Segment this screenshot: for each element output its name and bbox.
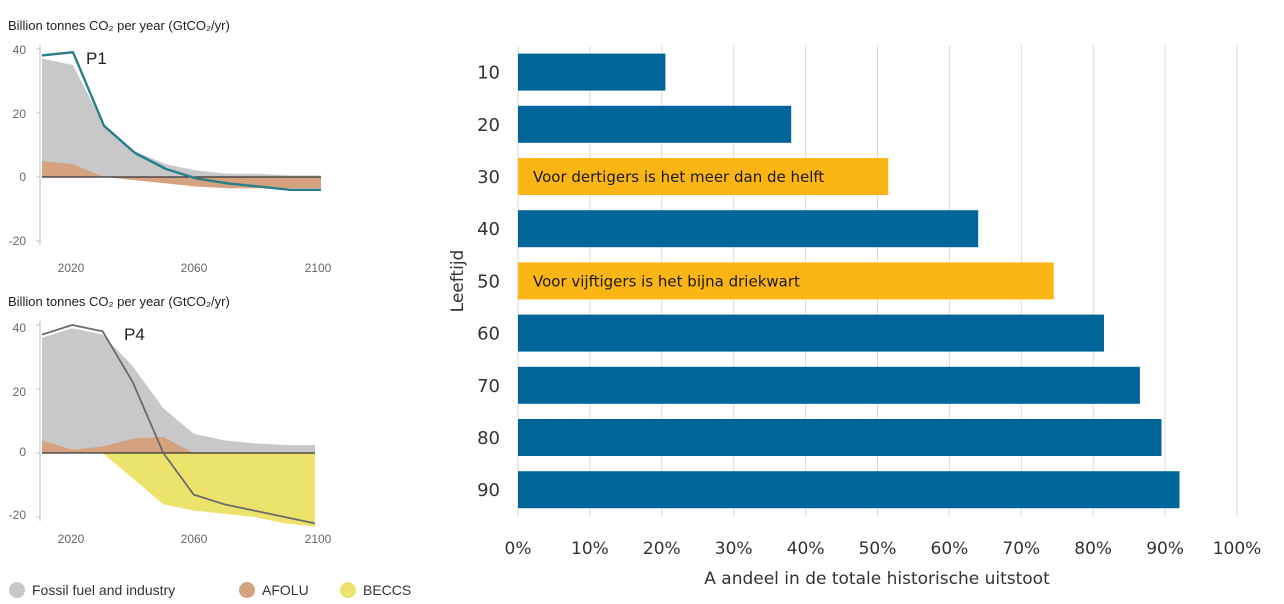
legend-label-afolu: AFOLU xyxy=(262,582,309,598)
p4-net-emissions-line xyxy=(41,324,316,525)
p1-ytick-0: 0 xyxy=(19,170,26,184)
bar-age-60 xyxy=(518,314,1104,352)
p1-ytick-40: 40 xyxy=(13,43,27,57)
p4-fossil-area xyxy=(42,328,315,453)
bar-age-10 xyxy=(518,53,666,91)
p4-area-chart: Billion tonnes CO₂ per year (GtCO₂/yr) P… xyxy=(8,294,332,546)
p1-xtick-2100: 2100 xyxy=(305,261,332,275)
p1-net-line-path xyxy=(41,51,321,191)
x-tick-label: 100% xyxy=(1213,539,1262,559)
category-label-50: 50 xyxy=(477,271,500,292)
category-label-20: 20 xyxy=(477,115,500,136)
bar-age-30 xyxy=(518,158,889,195)
p1-fossil-band xyxy=(42,58,321,177)
x-tick-label: 50% xyxy=(859,539,897,559)
category-label-40: 40 xyxy=(477,219,500,240)
x-tick-label: 60% xyxy=(931,539,969,559)
bar-chart-y-axis-label: Leeftijd xyxy=(448,250,468,313)
x-tick-label: 80% xyxy=(1074,539,1112,559)
p4-xtick-2020: 2020 xyxy=(58,532,85,546)
legend-swatch-fossil xyxy=(9,582,25,598)
bar-chart-bars: Voor dertigers is het meer dan de helft V… xyxy=(518,53,1180,509)
category-label-60: 60 xyxy=(477,324,500,345)
p4-ytick-40: 40 xyxy=(13,321,27,335)
p1-xtick-2020: 2020 xyxy=(58,261,85,275)
p1-net-emissions-line xyxy=(41,51,321,191)
p4-afolu-positive-band xyxy=(42,437,315,453)
bar-age-40 xyxy=(518,210,979,248)
p4-fossil-band xyxy=(42,328,315,453)
legend-item-afolu: AFOLU xyxy=(239,582,309,598)
bar-age-90 xyxy=(518,471,1180,509)
p1-area-chart: Billion tonnes CO₂ per year (GtCO₂/yr) P… xyxy=(8,18,332,275)
p4-chart-title: Billion tonnes CO₂ per year (GtCO₂/yr) xyxy=(8,294,230,309)
p1-ytick-minus20: -20 xyxy=(9,234,27,248)
x-tick-label: 40% xyxy=(787,539,825,559)
bar-age-70 xyxy=(518,366,1140,404)
x-tick-label: 30% xyxy=(715,539,753,559)
p1-axes xyxy=(36,45,321,245)
bar-age-80 xyxy=(518,419,1162,456)
category-label-70: 70 xyxy=(477,376,500,397)
p1-afolu-positive-band xyxy=(42,161,321,177)
bar-chart-x-axis-label: A andeel in de totale historische uitsto… xyxy=(704,569,1050,589)
p4-xtick-2060: 2060 xyxy=(181,532,208,546)
p4-net-line-path xyxy=(41,324,316,525)
bar-annotation-50: Voor vijftigers is het bijna driekwart xyxy=(533,272,800,290)
x-tick-label: 20% xyxy=(643,539,681,559)
p1-ytick-20: 20 xyxy=(13,107,27,121)
p4-axes xyxy=(36,321,315,521)
x-tick-label: 0% xyxy=(505,539,532,559)
legend-label-fossil: Fossil fuel and industry xyxy=(32,582,175,598)
p4-afolu-area xyxy=(42,437,315,453)
x-tick-label: 70% xyxy=(1002,539,1040,559)
category-label-80: 80 xyxy=(477,428,500,449)
p4-ytick-20: 20 xyxy=(13,385,27,399)
legend-label-beccs: BECCS xyxy=(363,582,411,598)
legend: Fossil fuel and industry AFOLU BECCS xyxy=(9,582,411,598)
bar-chart-x-tick-labels: 0% 10% 20% 30% 40% 50% 60% 70% 80% 90% 100% xyxy=(505,539,1262,559)
bar-chart-category-labels: 10 20 30 40 50 60 70 80 90 xyxy=(477,63,500,502)
legend-item-beccs: BECCS xyxy=(340,582,411,598)
legend-swatch-beccs xyxy=(340,582,356,598)
x-tick-label: 90% xyxy=(1146,539,1184,559)
p4-ytick-minus20: -20 xyxy=(9,508,27,522)
category-label-10: 10 xyxy=(477,63,500,84)
bar-age-50 xyxy=(518,262,1054,300)
x-tick-label: 10% xyxy=(571,539,609,559)
legend-item-fossil: Fossil fuel and industry xyxy=(9,582,175,598)
p4-ytick-0: 0 xyxy=(19,445,26,459)
p4-xtick-2100: 2100 xyxy=(305,532,332,546)
p1-panel-label: P1 xyxy=(86,49,107,68)
age-share-bar-chart: Voor dertigers is het meer dan de helft V… xyxy=(448,46,1261,589)
p4-panel-label: P4 xyxy=(124,325,145,344)
p1-afolu-negative-band xyxy=(42,177,321,189)
p1-xtick-2060: 2060 xyxy=(181,261,208,275)
p1-fossil-area xyxy=(42,58,321,177)
category-label-90: 90 xyxy=(477,480,500,501)
bar-age-20 xyxy=(518,105,792,143)
category-label-30: 30 xyxy=(477,167,500,188)
legend-swatch-afolu xyxy=(239,582,255,598)
bar-annotation-30: Voor dertigers is het meer dan de helft xyxy=(533,168,824,186)
p1-chart-title: Billion tonnes CO₂ per year (GtCO₂/yr) xyxy=(8,18,230,33)
